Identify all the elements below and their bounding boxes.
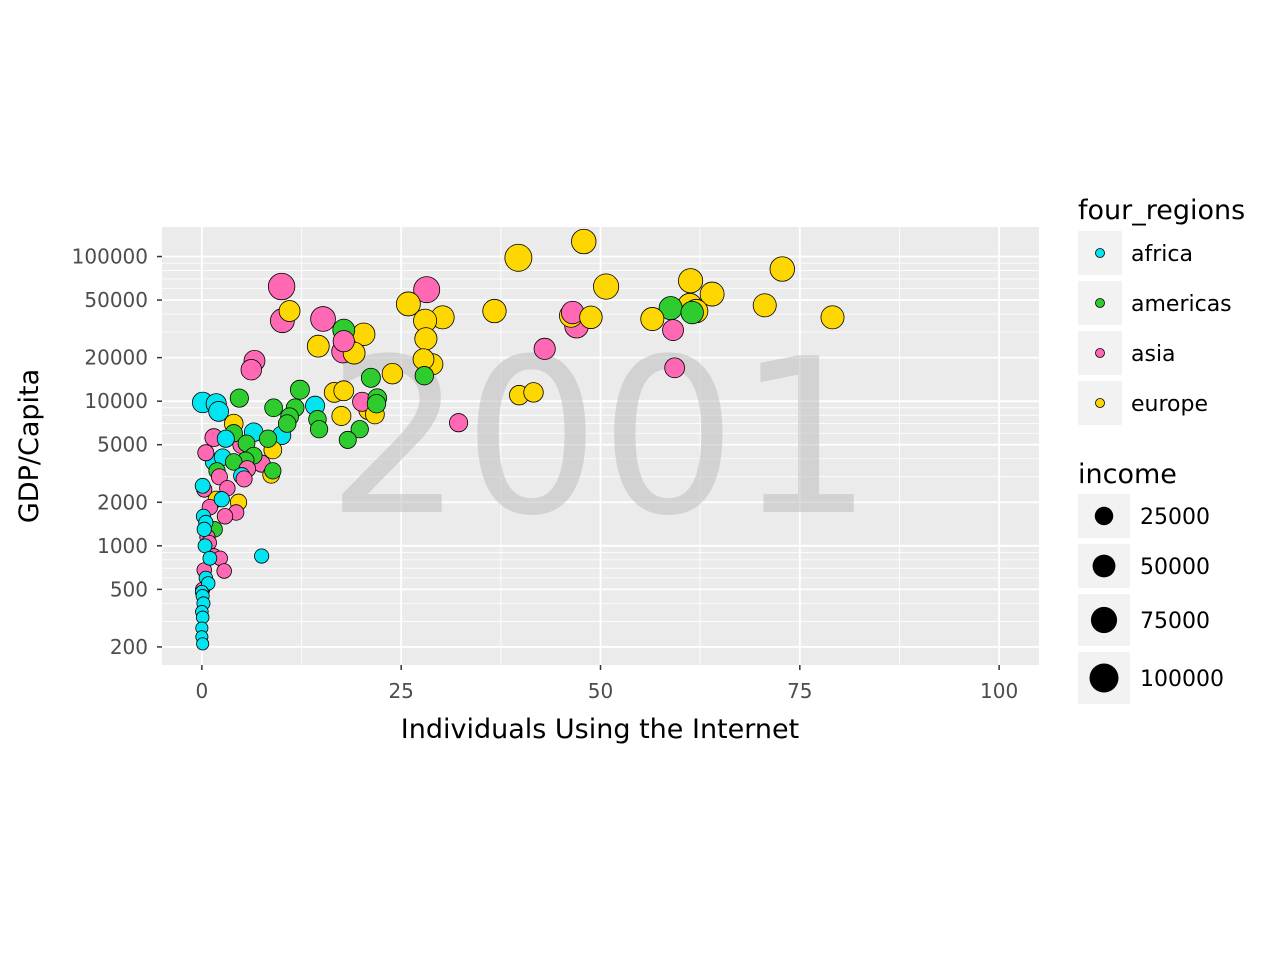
point-asia xyxy=(533,337,556,360)
point-asia xyxy=(197,444,215,462)
size-legend-label: 50000 xyxy=(1140,555,1210,580)
x-tick-label: 75 xyxy=(787,679,812,703)
point-europe xyxy=(593,273,620,300)
year-watermark: 2001 xyxy=(326,312,873,563)
point-europe xyxy=(769,256,795,282)
legend-label-europe: europe xyxy=(1131,392,1208,417)
point-africa xyxy=(194,477,211,494)
point-americas xyxy=(289,379,310,400)
point-asia xyxy=(235,470,253,488)
point-africa xyxy=(213,491,230,508)
legend-label-africa: africa xyxy=(1131,242,1193,267)
point-africa xyxy=(196,637,210,651)
point-asia xyxy=(267,272,296,301)
point-americas xyxy=(366,394,387,414)
point-africa xyxy=(197,538,213,554)
y-tick-label: 20000 xyxy=(84,346,148,370)
x-tick-label: 25 xyxy=(388,679,413,703)
legend-swatch-africa xyxy=(1095,248,1105,258)
point-asia xyxy=(662,319,684,341)
color-legend: four_regions africa americas asia europe xyxy=(1078,195,1245,425)
y-axis: 200 500 1000 2000 5000 10000 20000 50000 100000 xyxy=(72,245,162,659)
point-americas xyxy=(264,398,283,418)
point-europe xyxy=(333,380,355,402)
legend-swatch-americas xyxy=(1095,298,1105,308)
point-asia xyxy=(216,508,234,525)
size-legend-label: 75000 xyxy=(1140,609,1210,634)
point-europe xyxy=(414,327,438,351)
x-axis-title: Individuals Using the Internet xyxy=(401,714,799,745)
point-europe xyxy=(278,300,301,322)
point-africa xyxy=(254,548,270,564)
x-tick-label: 50 xyxy=(588,679,613,703)
size-legend-label: 25000 xyxy=(1140,505,1210,530)
point-africa xyxy=(216,429,235,448)
point-africa xyxy=(208,401,229,422)
data-points xyxy=(191,228,845,651)
point-americas xyxy=(264,462,282,480)
y-tick-label: 10000 xyxy=(84,389,148,413)
point-americas xyxy=(338,430,357,449)
point-asia xyxy=(240,359,262,381)
legend-label-asia: asia xyxy=(1131,342,1176,367)
point-europe xyxy=(523,382,544,403)
size-legend-dot xyxy=(1090,606,1118,634)
point-europe xyxy=(306,334,330,358)
point-americas xyxy=(258,429,278,448)
point-asia xyxy=(664,357,685,379)
x-axis: 0 25 50 75 100 xyxy=(195,665,1018,703)
point-asia xyxy=(310,306,336,332)
point-europe xyxy=(640,307,665,331)
size-legend-dot xyxy=(1089,663,1119,693)
point-europe xyxy=(699,281,725,307)
y-axis-title: GDP/Capita xyxy=(14,369,45,523)
y-tick-label: 200 xyxy=(110,635,148,659)
point-europe xyxy=(678,268,704,294)
point-asia xyxy=(210,468,228,486)
y-tick-label: 1000 xyxy=(97,534,148,558)
size-legend-dot xyxy=(1094,506,1114,526)
y-tick-label: 5000 xyxy=(97,433,148,457)
y-tick-label: 100000 xyxy=(72,245,148,269)
x-tick-label: 0 xyxy=(195,679,208,703)
size-legend-title: income xyxy=(1078,459,1177,490)
point-europe xyxy=(482,298,507,324)
point-africa xyxy=(196,521,212,537)
point-europe xyxy=(579,305,603,329)
point-asia xyxy=(332,330,355,353)
y-tick-label: 50000 xyxy=(84,288,148,312)
point-europe xyxy=(752,293,777,318)
x-tick-label: 100 xyxy=(980,679,1018,703)
point-americas xyxy=(680,300,704,325)
point-asia xyxy=(449,413,469,433)
size-legend: income 25000 50000 75000 100000 xyxy=(1078,459,1224,704)
legend-label-americas: americas xyxy=(1131,292,1232,317)
point-africa xyxy=(202,550,218,566)
color-legend-title: four_regions xyxy=(1078,195,1245,226)
point-europe xyxy=(820,305,845,330)
point-europe xyxy=(331,406,352,426)
legend-swatch-asia xyxy=(1095,348,1105,358)
legend-swatch-europe xyxy=(1095,398,1105,408)
point-asia xyxy=(216,563,232,579)
point-europe xyxy=(395,291,421,317)
size-legend-label: 100000 xyxy=(1140,667,1224,692)
point-europe xyxy=(571,228,597,255)
size-legend-dot xyxy=(1092,554,1116,578)
y-tick-label: 500 xyxy=(110,577,148,601)
point-asia xyxy=(413,276,441,304)
y-tick-label: 2000 xyxy=(97,490,148,514)
point-americas xyxy=(350,420,369,439)
point-europe xyxy=(504,243,533,272)
point-europe xyxy=(381,362,404,385)
point-americas xyxy=(277,414,297,433)
point-americas xyxy=(414,366,434,386)
point-americas xyxy=(229,388,249,408)
point-americas xyxy=(360,367,381,388)
point-americas xyxy=(309,420,329,439)
major-gridlines xyxy=(162,227,1039,665)
